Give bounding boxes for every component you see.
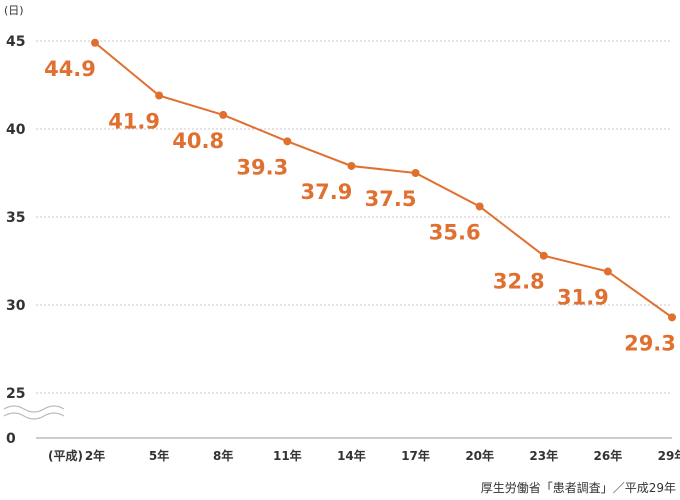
y-tick-label: 25 <box>6 386 25 402</box>
data-label: 37.5 <box>365 187 417 211</box>
data-label: 29.3 <box>624 331 676 355</box>
data-label: 44.9 <box>44 57 96 81</box>
data-point <box>475 202 484 211</box>
data-labels: 44.9 41.9 40.8 39.3 37.9 37.5 35.6 32.8 31.9 29.3 <box>44 57 676 356</box>
x-tick-label: 14年 <box>337 448 366 463</box>
x-tick-label: 20年 <box>465 448 494 463</box>
data-points <box>91 38 676 322</box>
x-tick-label: 26年 <box>594 448 623 463</box>
data-point <box>91 38 99 47</box>
data-label: 39.3 <box>236 155 288 179</box>
data-point <box>603 267 612 276</box>
data-point <box>219 110 228 119</box>
data-label: 32.8 <box>493 270 545 294</box>
axis-break-wave <box>3 405 65 413</box>
data-label: 40.8 <box>172 129 224 153</box>
data-label: 35.6 <box>429 220 481 244</box>
data-point <box>283 137 292 146</box>
grid-layer <box>36 40 672 394</box>
y-tick-label: 0 <box>6 431 16 447</box>
y-tick-labels: 45 40 35 30 25 0 <box>6 34 26 447</box>
x-tick-label: 23年 <box>529 448 558 463</box>
y-unit-label: (日) <box>4 4 24 17</box>
x-tick-label: 8年 <box>213 448 233 463</box>
x-tick-label: 17年 <box>401 448 430 463</box>
data-point <box>347 161 356 170</box>
series-line <box>94 41 673 319</box>
axis-break-icon <box>3 405 65 420</box>
x-tick-label: 11年 <box>273 448 302 463</box>
y-tick-label: 35 <box>6 210 25 226</box>
y-tick-label: 40 <box>6 122 26 138</box>
source-note: 厚生労働省「患者調査」／平成29年 <box>481 481 676 495</box>
x-tick-label: 5年 <box>149 448 169 463</box>
y-tick-label: 45 <box>6 34 25 50</box>
data-point <box>539 251 548 260</box>
y-tick-label: 30 <box>6 298 26 314</box>
x-tick-label: 2年 <box>85 448 105 463</box>
axis-break-wave <box>3 412 65 420</box>
x-axis-era-prefix: (平成) <box>48 448 83 463</box>
data-point <box>668 313 676 322</box>
data-point <box>155 91 164 100</box>
data-label: 41.9 <box>108 110 160 134</box>
data-label: 37.9 <box>301 180 353 204</box>
x-tick-labels: 2年 5年 8年 11年 14年 17年 20年 23年 26年 29年 <box>85 448 680 463</box>
data-label: 31.9 <box>557 286 609 310</box>
data-point <box>411 169 420 177</box>
x-tick-label: 29年 <box>658 448 680 463</box>
